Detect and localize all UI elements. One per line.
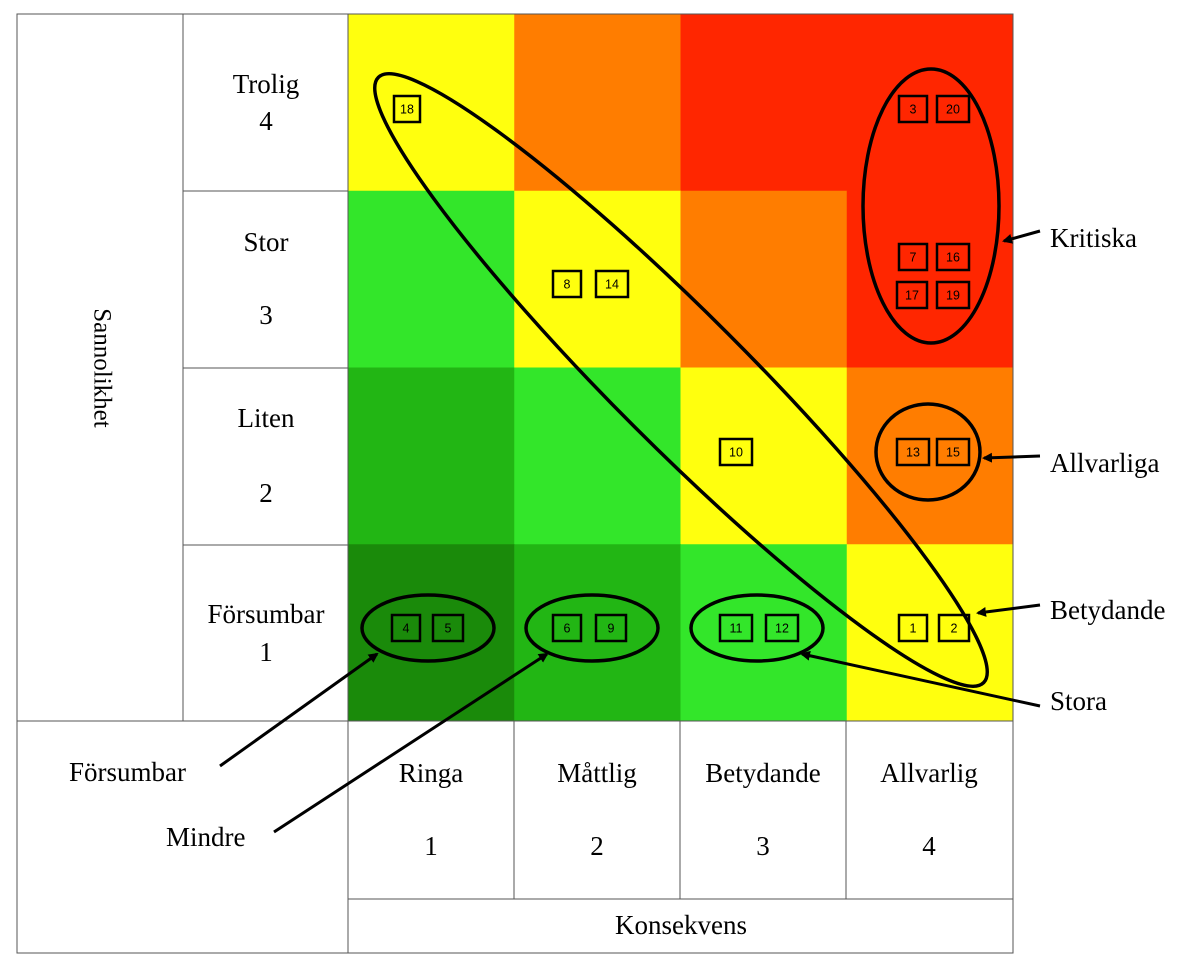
matrix-cell [348, 190, 515, 368]
risk-box: 14 [594, 269, 630, 299]
arrow-kritiska [1002, 229, 1041, 244]
matrix-cell [846, 544, 1014, 722]
risk-box: 6 [551, 613, 583, 643]
col-label-ringa: Ringa [399, 758, 464, 788]
risk-box: 20 [935, 94, 971, 124]
risk-number: 8 [564, 278, 571, 292]
risk-box: 3 [897, 94, 929, 124]
risk-boxes: 18 3 20 8 14 7 16 17 19 10 13 15 4 5 6 9… [390, 94, 971, 643]
risk-number: 9 [608, 622, 615, 636]
risk-number: 11 [730, 622, 743, 636]
col-label-allvarlig: Allvarlig [880, 758, 977, 788]
matrix-cell [348, 367, 515, 545]
risk-box: 10 [718, 437, 754, 467]
col-value-1: 1 [424, 831, 438, 861]
label-betydande: Betydande [1050, 595, 1165, 625]
risk-number: 19 [946, 289, 960, 303]
x-axis-title: Konsekvens [615, 910, 747, 940]
stora-small-ellipse [689, 593, 825, 663]
matrix-cell [680, 14, 848, 192]
risk-number: 4 [403, 622, 410, 636]
stora-ellipse [373, 72, 989, 688]
column-labels: Ringa 1 Måttlig 2 Betydande 3 Allvarlig … [399, 758, 978, 861]
risk-number: 3 [910, 103, 917, 117]
risk-number: 6 [564, 622, 571, 636]
risk-number: 13 [906, 446, 920, 460]
col-value-4: 4 [922, 831, 936, 861]
risk-number: 16 [946, 251, 960, 265]
matrix-cell [348, 14, 515, 192]
risk-box: 1 [897, 613, 929, 643]
forsumbar-ellipse [360, 593, 496, 663]
row-value-2: 2 [259, 478, 273, 508]
matrix-cell [348, 544, 515, 722]
row-label-liten: Liten [238, 403, 295, 433]
risk-box: 9 [594, 613, 628, 643]
risk-box: 11 [718, 613, 754, 643]
risk-number: 12 [775, 622, 789, 636]
matrix-cell [680, 544, 848, 722]
label-stora: Stora [1050, 686, 1107, 716]
arrow-forsumbar [219, 652, 379, 768]
label-forsumbar: Försumbar [69, 757, 186, 787]
risk-number: 2 [951, 622, 958, 636]
risk-box: 13 [895, 437, 931, 467]
group-ellipses [360, 67, 1001, 688]
row-value-4: 4 [259, 106, 273, 136]
kritiska-ellipse [861, 67, 1001, 345]
risk-box: 12 [764, 613, 800, 643]
row-labels: Trolig 4 Stor 3 Liten 2 Försumbar 1 [208, 69, 325, 667]
table-lines [16, 13, 1014, 954]
matrix-cell [846, 14, 1014, 192]
risk-box: 4 [390, 613, 422, 643]
risk-box: 2 [937, 613, 971, 643]
y-axis-title: Sannolikhet [88, 308, 115, 427]
risk-box: 7 [897, 242, 929, 272]
risk-box: 8 [551, 269, 583, 299]
risk-box: 15 [935, 437, 971, 467]
arrows [219, 229, 1041, 834]
row-value-1: 1 [259, 637, 273, 667]
risk-number: 14 [605, 278, 619, 292]
label-allvarliga: Allvarliga [1050, 448, 1159, 478]
risk-box: 18 [392, 94, 422, 124]
risk-number: 5 [445, 622, 452, 636]
risk-box: 17 [895, 280, 929, 310]
row-label-forsumbar: Försumbar [208, 599, 325, 629]
matrix-cell [514, 190, 681, 368]
risk-number: 20 [946, 103, 960, 117]
col-label-mattlig: Måttlig [557, 758, 637, 788]
risk-box: 16 [935, 242, 971, 272]
matrix-cell [680, 367, 848, 545]
matrix-cell [514, 367, 681, 545]
risk-number: 15 [946, 446, 960, 460]
risk-number: 18 [400, 103, 414, 117]
mindre-ellipse [524, 593, 660, 663]
col-value-3: 3 [756, 831, 770, 861]
risk-box: 5 [431, 613, 465, 643]
arrow-allvarliga [982, 452, 1041, 463]
risk-number: 17 [905, 289, 919, 303]
matrix-cell [514, 544, 681, 722]
arrow-mindre [273, 652, 549, 834]
col-value-2: 2 [590, 831, 604, 861]
risk-number: 7 [910, 251, 917, 265]
label-kritiska: Kritiska [1050, 223, 1137, 253]
allvarliga-ellipse [874, 402, 982, 502]
row-value-3: 3 [259, 300, 273, 330]
risk-number: 1 [910, 622, 917, 636]
label-mindre: Mindre [166, 822, 246, 852]
arrow-stora [800, 650, 1041, 708]
risk-box: 19 [935, 280, 971, 310]
row-label-stor: Stor [243, 227, 288, 257]
row-label-trolig: Trolig [233, 69, 300, 99]
arrow-betydande [976, 603, 1041, 617]
matrix-cell [680, 190, 848, 368]
risk-number: 10 [729, 446, 743, 460]
matrix-cell [514, 14, 681, 192]
category-labels: Kritiska Allvarliga Betydande Stora Förs… [69, 223, 1165, 852]
col-label-betydande: Betydande [705, 758, 820, 788]
